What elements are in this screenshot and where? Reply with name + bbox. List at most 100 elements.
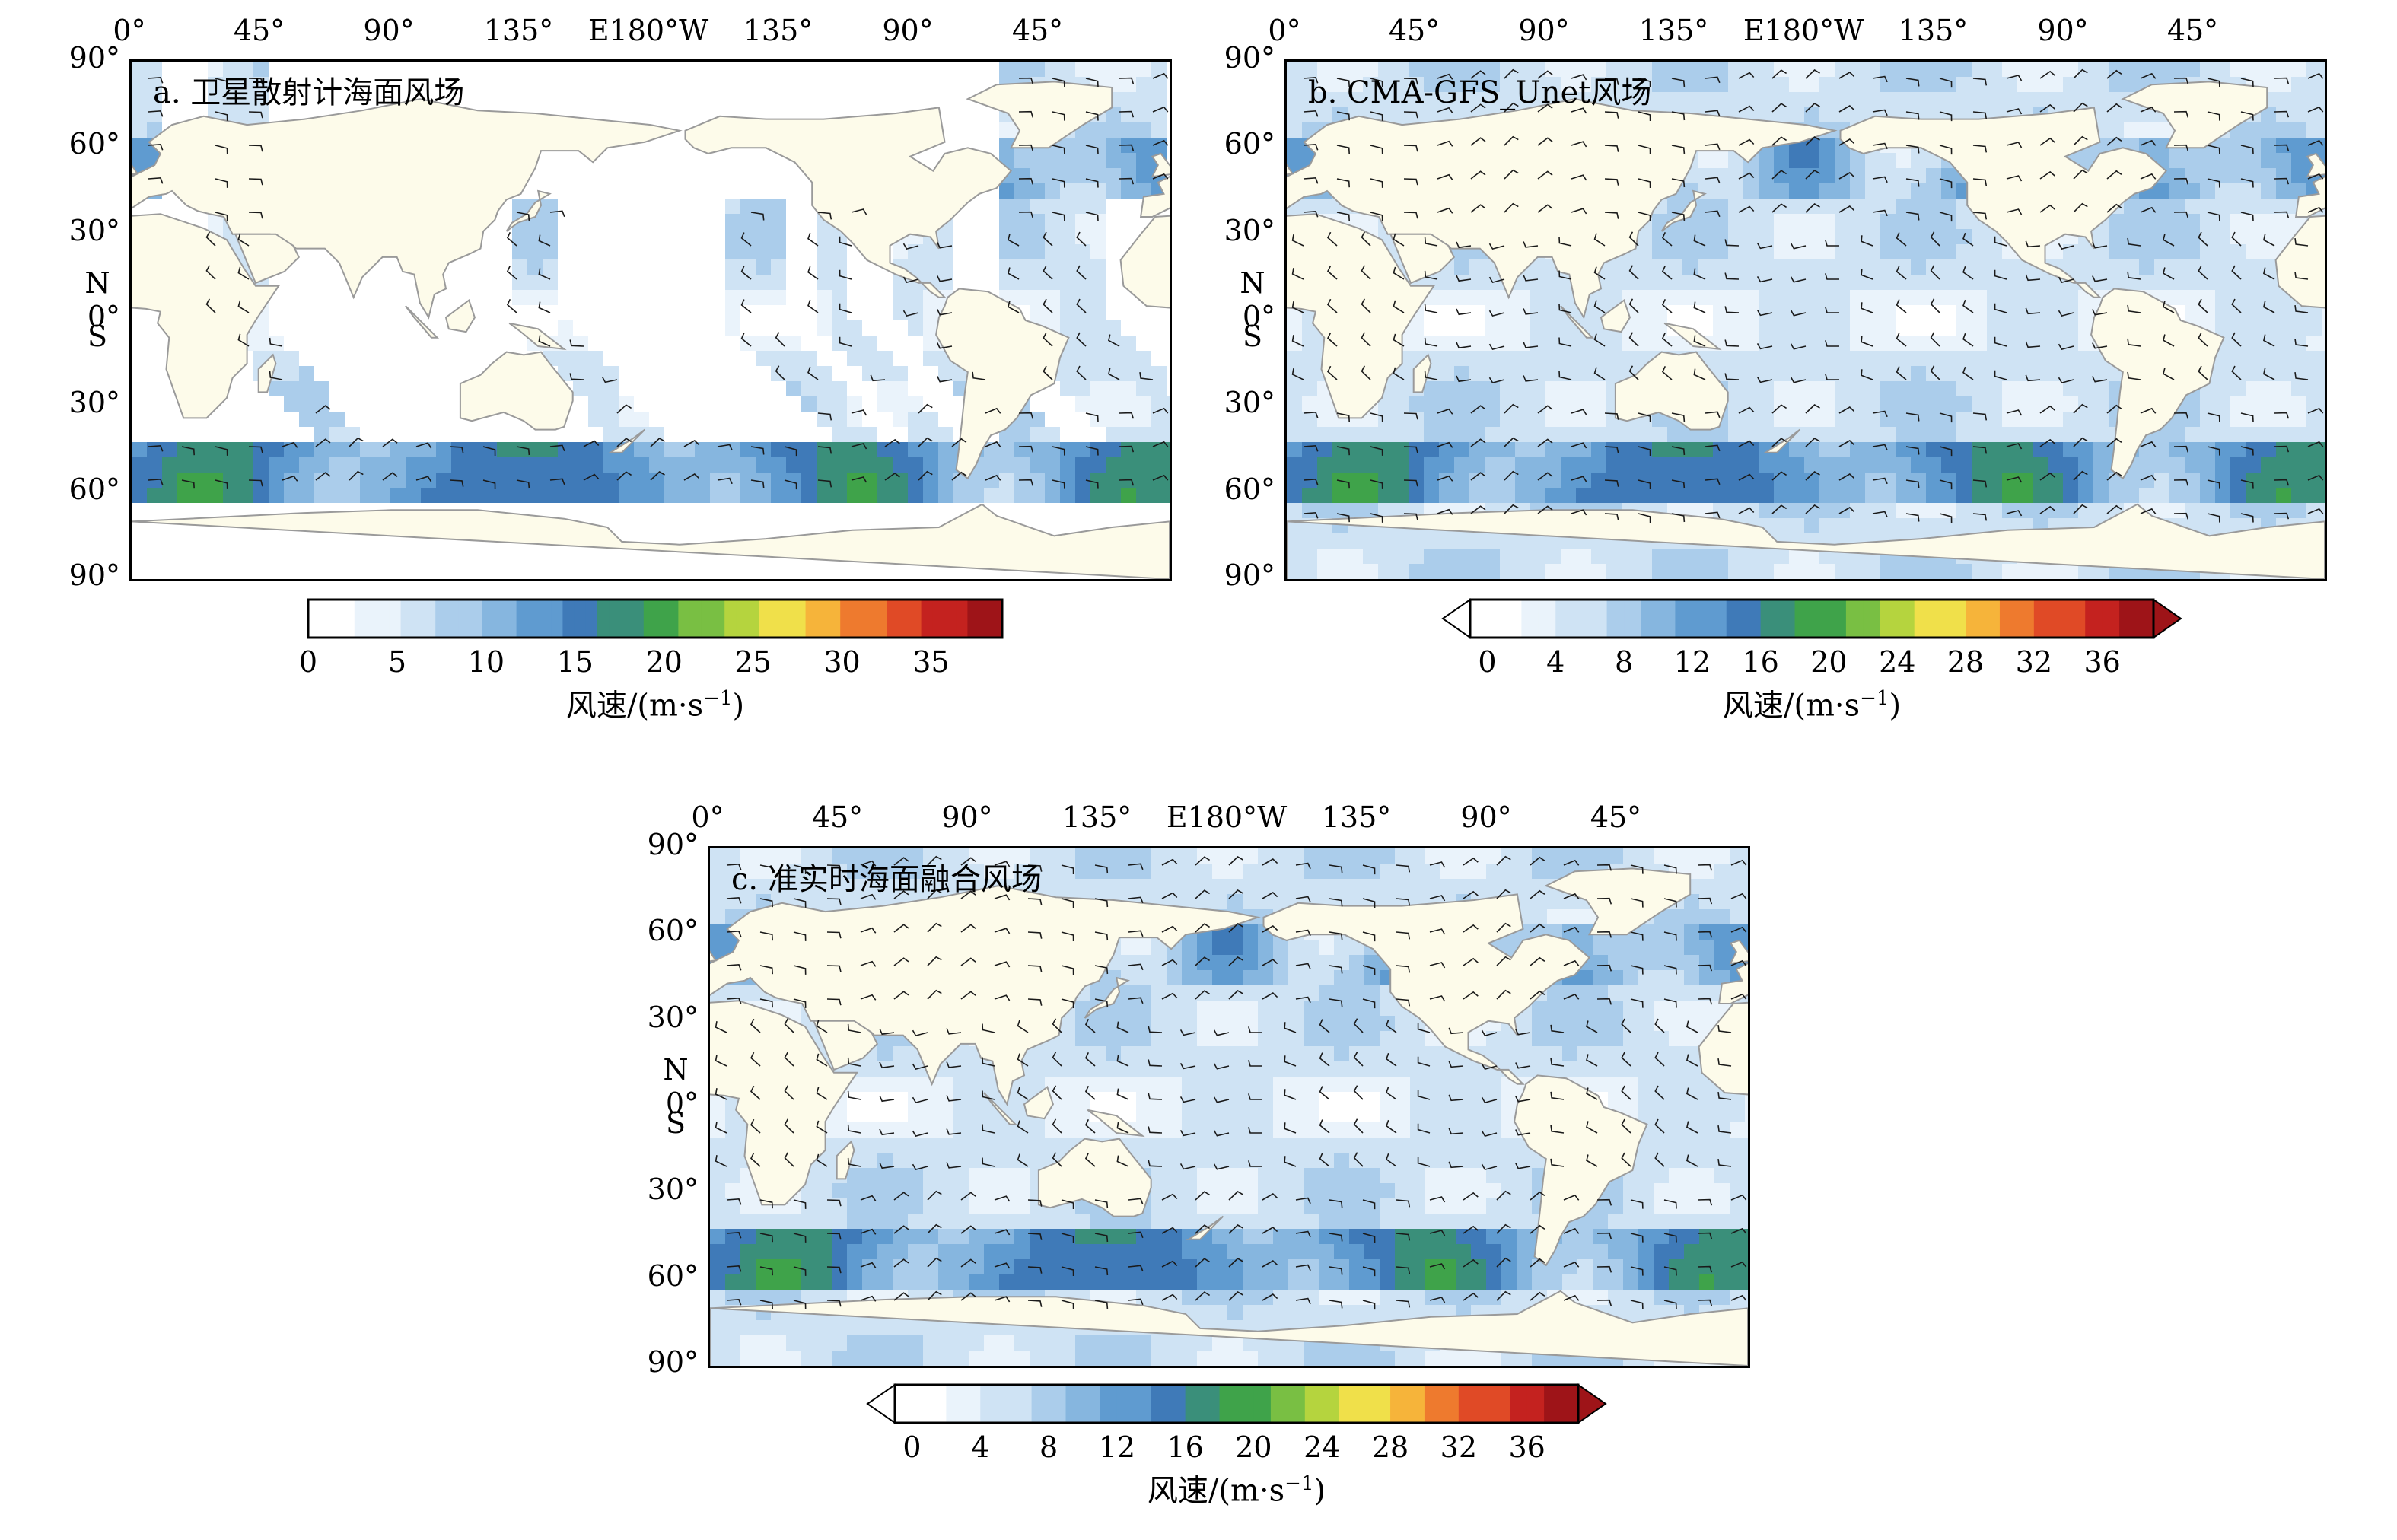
wind-barb (1336, 145, 1350, 154)
wind-barb (2198, 365, 2208, 380)
wind-barb (784, 446, 797, 457)
land-newguinea (508, 322, 567, 351)
land-uk (1151, 152, 1170, 178)
wind-speed-cell (1759, 77, 1774, 92)
wind-speed-cell (2033, 412, 2048, 427)
wind-barb (1504, 68, 1519, 79)
wind-barb (1558, 270, 1572, 280)
wind-barb (1671, 212, 1686, 221)
wind-speed-cell (771, 259, 786, 275)
wind-speed-cell (1835, 275, 1850, 290)
wind-speed-cell (1956, 396, 1972, 412)
wind-speed-cell (132, 62, 147, 77)
wind-speed-cell (1911, 183, 1926, 199)
wind-barb (1291, 268, 1304, 280)
wind-speed-cell (634, 442, 649, 457)
wind-speed-cell (1045, 153, 1060, 168)
wind-speed-cell (375, 457, 390, 473)
wind-speed-cell (1789, 92, 1804, 107)
wind-speed-cell (1090, 259, 1106, 275)
wind-speed-cell (2261, 396, 2276, 412)
wind-speed-cell (2124, 488, 2139, 503)
wind-speed-cell (1880, 427, 1896, 442)
wind-speed-cell (1804, 336, 1819, 351)
wind-speed-cell (1774, 259, 1789, 275)
wind-speed-cell (1014, 1335, 1030, 1351)
wind-speed-cell (1652, 564, 1667, 579)
wind-speed-cell (1637, 488, 1652, 503)
wind-speed-cell (740, 1335, 756, 1351)
wind-speed-cell (1030, 1351, 1045, 1366)
wind-speed-cell (2276, 503, 2291, 518)
wind-speed-cell (1045, 244, 1060, 259)
wind-speed-cell (1561, 351, 1576, 366)
wind-speed-cell (1317, 92, 1332, 107)
wind-speed-cell (801, 442, 817, 457)
wind-speed-cell (2078, 259, 2093, 275)
wind-barb (1805, 203, 1820, 213)
wind-speed-cell (893, 864, 908, 879)
wind-speed-cell (1652, 336, 1667, 351)
wind-speed-cell (1728, 259, 1743, 275)
wind-speed-cell (1121, 1274, 1136, 1290)
wind-speed-cell (1287, 336, 1302, 351)
wind-speed-cell (2063, 351, 2078, 366)
wind-speed-cell (740, 457, 756, 473)
wind-speed-cell (923, 1122, 938, 1138)
wind-speed-cell (1075, 1335, 1090, 1351)
wind-speed-cell (862, 1274, 877, 1290)
wind-barb (1403, 212, 1418, 219)
wind-speed-cell (1819, 442, 1835, 457)
wind-barb (1456, 308, 1472, 316)
colorbar-segment (1709, 600, 1727, 638)
wind-barb (1604, 212, 1619, 219)
land-japan (505, 189, 552, 232)
wind-barb (1571, 74, 1587, 81)
wind-speed-cell (908, 1320, 923, 1335)
wind-barb (1571, 141, 1587, 148)
wind-barb (1939, 178, 1953, 189)
colorbar-segment (2102, 600, 2120, 638)
wind-speed-cell (2048, 77, 2063, 92)
wind-speed-cell (2322, 457, 2325, 473)
wind-barb (1962, 232, 1974, 247)
wind-barb (1043, 365, 1053, 380)
wind-speed-cell (1454, 62, 1469, 77)
wind-speed-cell (1485, 290, 1500, 305)
wind-speed-cell (710, 864, 725, 879)
wind-speed-cell (527, 305, 543, 320)
wind-speed-cell (1090, 1229, 1106, 1244)
wind-speed-cell (1819, 199, 1835, 214)
wind-speed-cell (1136, 107, 1151, 123)
colorbar-segment (829, 600, 841, 638)
wind-speed-cell (740, 985, 756, 1001)
wind-speed-cell (1896, 168, 1911, 183)
wind-speed-cell (877, 488, 893, 503)
wind-speed-cell (1819, 183, 1835, 199)
wind-speed-cell (1151, 396, 1167, 412)
wind-speed-cell (2078, 442, 2093, 457)
wind-barb (1638, 479, 1651, 490)
wind-speed-cell (2291, 138, 2306, 153)
wind-speed-cell (451, 488, 466, 503)
wind-speed-cell (208, 77, 223, 92)
wind-barb (2039, 405, 2055, 414)
wind-speed-cell (1530, 381, 1545, 396)
wind-barb (750, 212, 765, 221)
wind-speed-cell (1880, 412, 1896, 427)
wind-speed-cell (1469, 564, 1485, 579)
wind-speed-cell (740, 1351, 756, 1366)
wind-speed-cell (984, 1183, 999, 1198)
wind-speed-cell (1956, 320, 1972, 336)
wind-barb (1107, 368, 1120, 380)
wind-speed-cell (1911, 488, 1926, 503)
wind-barb (1076, 265, 1087, 280)
wind-speed-cell (588, 457, 603, 473)
colorbar-segment (458, 600, 471, 638)
wind-speed-cell (1835, 183, 1850, 199)
wind-speed-cell (786, 473, 801, 488)
wind-speed-cell (725, 1183, 740, 1198)
wind-barb (2207, 145, 2220, 154)
wind-speed-cell (984, 1198, 999, 1214)
wind-speed-cell (1090, 1031, 1106, 1046)
